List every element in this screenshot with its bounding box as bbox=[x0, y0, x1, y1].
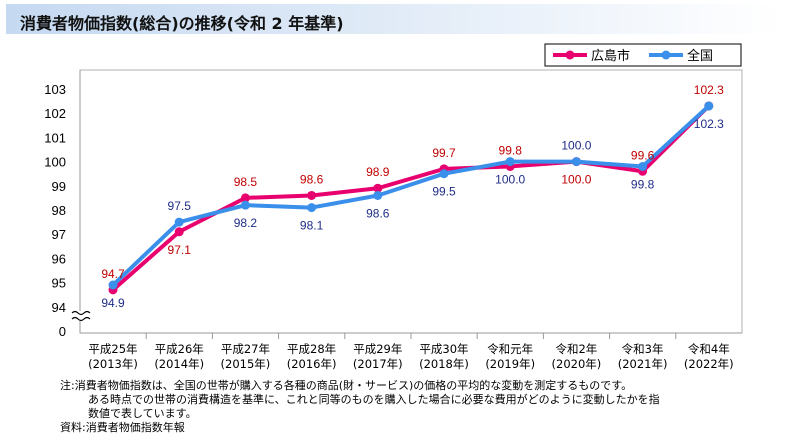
data-point-全国 bbox=[704, 101, 714, 111]
y-tick-label-94: 94 bbox=[52, 300, 66, 315]
x-tick-label-era: 令和元年 bbox=[487, 342, 533, 356]
data-label-広島市: 94.7 bbox=[101, 267, 125, 281]
legend-label-全国: 全国 bbox=[687, 48, 713, 64]
data-point-広島市 bbox=[240, 193, 250, 203]
x-tick-label-era: 平成29年 bbox=[353, 342, 402, 356]
data-point-全国 bbox=[571, 157, 581, 167]
x-tick-label-era: 平成30年 bbox=[419, 342, 468, 356]
x-tick-label-year: (2015年) bbox=[221, 357, 271, 371]
x-tick-label-era: 平成25年 bbox=[88, 342, 137, 356]
data-label-広島市: 97.1 bbox=[168, 243, 192, 257]
series-line-全国 bbox=[111, 103, 711, 288]
x-tick-label-era: 令和3年 bbox=[622, 342, 664, 356]
x-tick-label-year: (2017年) bbox=[353, 357, 403, 371]
y-tick-label-103: 103 bbox=[44, 82, 66, 97]
data-point-全国 bbox=[638, 161, 648, 171]
x-tick-label-era: 平成26年 bbox=[155, 342, 204, 356]
data-label-全国: 100.0 bbox=[495, 173, 525, 187]
y-tick-label-101: 101 bbox=[44, 130, 66, 145]
title-bar: 消費者物価指数(総合)の推移(令和 2 年基準) bbox=[6, 4, 782, 34]
legend-label-広島市: 広島市 bbox=[591, 48, 630, 64]
data-label-全国: 99.5 bbox=[432, 185, 456, 199]
x-tick-label-year: (2018年) bbox=[419, 357, 469, 371]
x-tick-label-year: (2021年) bbox=[618, 357, 668, 371]
y-tick-label-0: 0 bbox=[59, 324, 66, 339]
x-tick-label-era: 平成27年 bbox=[221, 342, 270, 356]
y-tick-label-96: 96 bbox=[52, 251, 66, 266]
x-tick-label-year: (2016年) bbox=[287, 357, 337, 371]
data-point-全国 bbox=[240, 200, 250, 210]
data-point-全国 bbox=[108, 280, 118, 290]
data-label-広島市: 99.8 bbox=[499, 143, 523, 157]
x-tick-label-year: (2020年) bbox=[552, 357, 602, 371]
data-point-全国 bbox=[505, 157, 515, 167]
line-chart: 103 102 101 100 99 98 97 96 95 94 0 平成25年(2013年) 平成2… bbox=[44, 43, 743, 371]
y-tick-label-102: 102 bbox=[44, 106, 66, 121]
data-label-全国: 99.8 bbox=[631, 177, 655, 191]
y-tick-label-95: 95 bbox=[52, 276, 66, 291]
data-label-全国: 97.5 bbox=[168, 199, 192, 213]
data-point-広島市 bbox=[174, 227, 184, 237]
data-label-全国: 98.2 bbox=[234, 216, 258, 230]
legend-box bbox=[544, 43, 742, 67]
data-point-全国 bbox=[307, 203, 317, 213]
axis-break-gap bbox=[74, 311, 86, 321]
x-tick-label-year: (2014年) bbox=[154, 357, 204, 371]
chart-title: 消費者物価指数(総合)の推移(令和 2 年基準) bbox=[20, 14, 344, 33]
y-tick-label-97: 97 bbox=[52, 227, 66, 242]
note-line-3: 数値で表しています。 bbox=[88, 407, 197, 420]
x-tick-label-year: (2019年) bbox=[485, 357, 535, 371]
data-point-全国 bbox=[174, 217, 184, 227]
data-label-広島市: 102.3 bbox=[694, 83, 724, 97]
data-label-広島市: 99.7 bbox=[432, 146, 456, 160]
note-line-2: ある時点での世帯の消費構造を基準に、これと同等のものを購入した場合に必要な費用が… bbox=[88, 393, 660, 406]
axis-break-mark-lower bbox=[71, 316, 91, 322]
legend-swatch-marker-広島市 bbox=[565, 50, 575, 60]
data-point-広島市 bbox=[307, 190, 317, 200]
legend-swatch-marker-全国 bbox=[661, 50, 671, 60]
data-point-全国 bbox=[439, 169, 449, 179]
data-label-全国: 94.9 bbox=[101, 296, 125, 310]
source-note: 資料:消費者物価指数年報 bbox=[60, 421, 185, 434]
x-tick-label-year: (2013年) bbox=[88, 357, 138, 371]
y-tick-label-99: 99 bbox=[52, 179, 66, 194]
data-label-広島市: 98.6 bbox=[300, 172, 324, 186]
data-label-全国: 100.0 bbox=[561, 139, 591, 153]
data-point-広島市 bbox=[373, 183, 383, 193]
y-tick-label-98: 98 bbox=[52, 203, 66, 218]
y-tick-label-100: 100 bbox=[44, 155, 66, 170]
x-tick-label-year: (2022年) bbox=[684, 357, 734, 371]
data-label-全国: 98.6 bbox=[366, 206, 390, 220]
data-label-広島市: 98.5 bbox=[234, 175, 258, 189]
data-label-全国: 102.3 bbox=[694, 117, 724, 131]
series-line-広島市 bbox=[111, 103, 711, 292]
axis-break-mark-upper bbox=[71, 310, 91, 316]
x-tick-label-era: 令和4年 bbox=[688, 342, 730, 356]
data-label-全国: 98.1 bbox=[300, 219, 324, 233]
data-point-全国 bbox=[373, 190, 383, 200]
x-tick-label-era: 令和2年 bbox=[555, 342, 597, 356]
x-tick-label-era: 平成28年 bbox=[287, 342, 336, 356]
data-label-広島市: 100.0 bbox=[561, 173, 591, 187]
data-label-広島市: 99.6 bbox=[631, 148, 655, 162]
note-line-1: 注:消費者物価指数は、全国の世帯が購入する各種の商品(財・サービス)の価格の平均… bbox=[60, 379, 633, 392]
data-label-広島市: 98.9 bbox=[366, 165, 390, 179]
